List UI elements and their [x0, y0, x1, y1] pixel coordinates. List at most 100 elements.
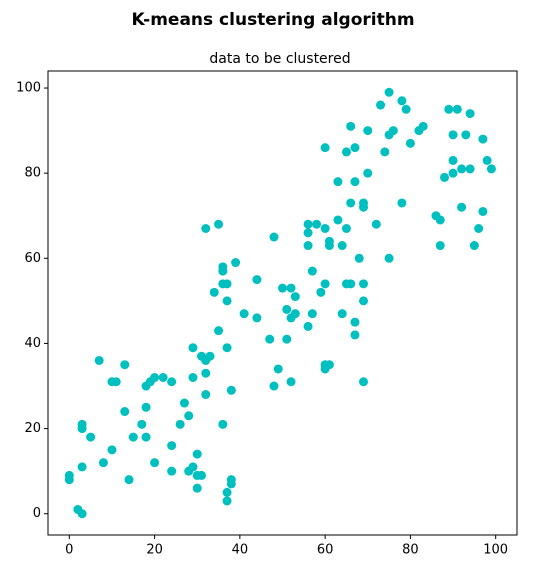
point [278, 283, 287, 293]
point [346, 198, 356, 208]
point [111, 377, 121, 387]
point [222, 496, 232, 506]
point [214, 326, 224, 336]
point [324, 241, 334, 251]
point [218, 266, 228, 276]
y-tick-label: 100 [16, 81, 41, 96]
point [376, 100, 386, 110]
point [320, 279, 330, 289]
point [214, 219, 224, 229]
point [478, 206, 488, 216]
point [448, 155, 458, 165]
point [222, 279, 232, 289]
point [337, 241, 347, 251]
point [201, 390, 211, 400]
point [384, 87, 394, 97]
point [77, 424, 87, 434]
axes-frame [47, 70, 518, 536]
x-tick-label: 60 [317, 543, 334, 558]
x-tick-label: 0 [65, 543, 73, 558]
point [371, 219, 381, 229]
point [435, 215, 445, 225]
point [192, 483, 202, 493]
point [265, 334, 275, 344]
point [359, 202, 369, 212]
point [188, 462, 198, 472]
point [346, 279, 356, 289]
point [209, 287, 219, 297]
point [303, 241, 313, 251]
point [316, 287, 326, 297]
y-tick-label: 20 [24, 421, 41, 436]
point [286, 283, 296, 293]
point [137, 419, 147, 429]
point [448, 130, 458, 140]
x-tick-label: 100 [483, 543, 508, 558]
point [252, 313, 262, 323]
point [384, 253, 394, 263]
point [333, 215, 343, 225]
point [320, 143, 330, 153]
point [435, 241, 445, 251]
point [474, 224, 484, 234]
point [290, 309, 300, 319]
chart-suptitle: K-means clustering algorithm [131, 10, 414, 30]
point [465, 109, 475, 119]
point [269, 232, 279, 242]
point [452, 104, 462, 114]
point [469, 241, 479, 251]
point [290, 292, 300, 302]
point [359, 377, 369, 387]
point [350, 330, 360, 340]
point [478, 134, 488, 144]
point [457, 164, 467, 174]
x-tick-label: 80 [402, 543, 419, 558]
point [461, 130, 471, 140]
y-tick-label: 0 [33, 506, 41, 521]
point [303, 219, 313, 229]
point [120, 407, 130, 417]
point [98, 458, 108, 468]
point [350, 177, 360, 187]
point [222, 343, 232, 353]
point [175, 419, 185, 429]
point [359, 296, 369, 306]
point [86, 432, 96, 442]
point [303, 321, 313, 331]
point [150, 458, 160, 468]
point [307, 309, 317, 319]
point [150, 372, 160, 382]
point [346, 121, 356, 131]
point [192, 449, 202, 459]
point [218, 419, 228, 429]
point [239, 309, 249, 319]
point [303, 228, 313, 238]
point [128, 432, 138, 442]
point [397, 198, 407, 208]
y-tick-label: 60 [24, 251, 41, 266]
point [401, 104, 411, 114]
point [167, 441, 177, 451]
point [226, 385, 236, 395]
chart-title: data to be clustered [209, 51, 350, 67]
point [405, 138, 415, 148]
point [350, 317, 360, 327]
point [350, 143, 360, 153]
point [465, 164, 475, 174]
y-tick-label: 40 [24, 336, 41, 351]
point [188, 343, 198, 353]
point [167, 466, 177, 476]
point [363, 168, 373, 178]
point [418, 121, 428, 131]
point [354, 253, 364, 263]
point [397, 96, 407, 106]
x-tick-label: 20 [146, 543, 163, 558]
point [77, 462, 87, 472]
point [222, 296, 232, 306]
point [252, 275, 262, 285]
y-tick-label: 80 [24, 166, 41, 181]
point [107, 445, 117, 455]
point [380, 147, 390, 157]
point [273, 364, 283, 374]
